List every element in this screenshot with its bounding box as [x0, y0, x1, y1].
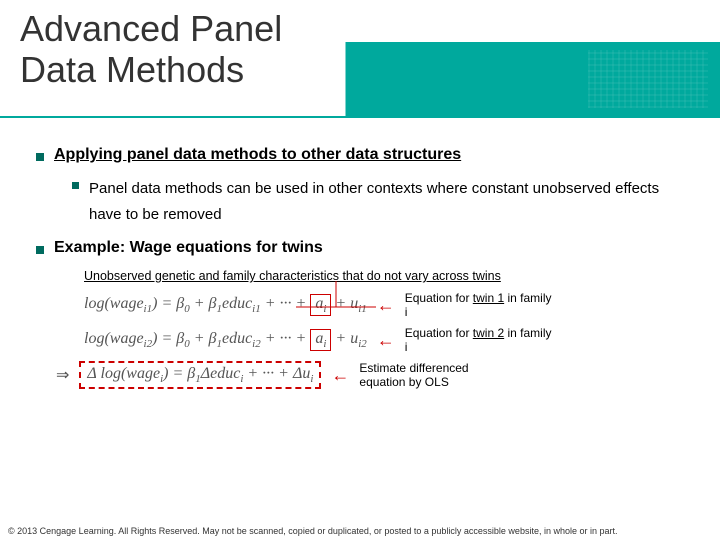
bullet-icon [72, 182, 79, 189]
ai-term-box: ai [310, 294, 331, 316]
slide-title: Advanced Panel Data Methods [20, 8, 282, 91]
callout-note: Unobserved genetic and family characteri… [84, 269, 684, 283]
equation-2: log(wagei2) = β0 + β1educi2 + ··· + ai +… [84, 329, 367, 351]
arrow-left-icon: ← [331, 366, 349, 384]
ai-term-box: ai [310, 329, 331, 351]
bullet-level1: Example: Wage equations for twins [36, 239, 684, 257]
equation-area: log(wagei1) = β0 + β1educi1 + ··· + ai +… [84, 291, 684, 389]
bullet-level1: Applying panel data methods to other dat… [36, 146, 684, 164]
note-text: Unobserved genetic and family characteri… [84, 269, 501, 283]
equation-1: log(wagei1) = β0 + β1educi1 + ··· + ai +… [84, 294, 367, 316]
bullet-text: Panel data methods can be used in other … [89, 176, 684, 227]
annotation-twin1: Equation for twin 1 in family i [405, 291, 555, 320]
header-underline [0, 116, 720, 118]
annotation-twin2: Equation for twin 2 in family i [405, 326, 555, 355]
differenced-equation-box: Δ log(wagei) = β1Δeduci + ··· + Δui [79, 361, 321, 389]
slide-content: Applying panel data methods to other dat… [0, 128, 720, 389]
copyright-footer: © 2013 Cengage Learning. All Rights Rese… [8, 526, 712, 536]
arrow-left-icon: ← [377, 296, 395, 314]
arrow-left-icon: ← [377, 331, 395, 349]
annotation-diff: Estimate differenced equation by OLS [359, 361, 509, 390]
implies-symbol: ⇒ [56, 365, 69, 385]
equation-row-2: log(wagei2) = β0 + β1educi2 + ··· + ai +… [84, 326, 684, 355]
equation-row-diff: ⇒ Δ log(wagei) = β1Δeduci + ··· + Δui ← … [56, 361, 684, 390]
bullet-level2: Panel data methods can be used in other … [72, 176, 684, 227]
equation-row-1: log(wagei1) = β0 + β1educi1 + ··· + ai +… [84, 291, 684, 320]
slide-header: Advanced Panel Data Methods [0, 0, 720, 128]
bullet-text: Applying panel data methods to other dat… [54, 146, 461, 164]
bullet-icon [36, 246, 44, 254]
bullet-icon [36, 153, 44, 161]
bullet-text: Example: Wage equations for twins [54, 239, 323, 257]
